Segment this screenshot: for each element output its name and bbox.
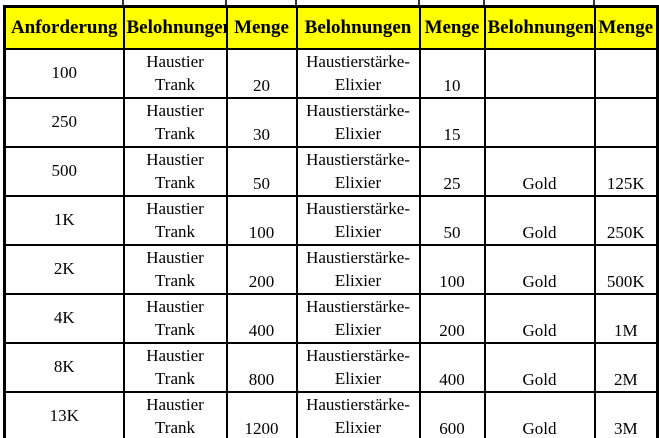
- cell-requirement: 13K: [3, 391, 125, 438]
- cell-reward-3: Gold: [483, 342, 596, 393]
- gridline-tick: [483, 0, 485, 5]
- header-belohnungen-3: Belohnungen: [483, 5, 596, 50]
- cell-reward-1: Haustier Trank: [122, 293, 228, 344]
- cell-amount-2: 25: [418, 146, 486, 197]
- cell-reward-2: Haustierstärke- Elixier: [295, 48, 421, 99]
- cell-reward-2: Haustierstärke- Elixier: [295, 342, 421, 393]
- cell-amount-2: 600: [418, 391, 486, 438]
- cell-reward-1: Haustier Trank: [122, 391, 228, 438]
- cell-reward-2: Haustierstärke- Elixier: [295, 244, 421, 295]
- table-row: 250 Haustier Trank 30 Haustierstärke- El…: [3, 97, 659, 148]
- gridline-tick: [295, 0, 297, 5]
- cell-reward-3: Gold: [483, 195, 596, 246]
- cell-amount-3: 3M: [593, 391, 659, 438]
- cell-amount-3: [593, 48, 659, 99]
- header-menge-2: Menge: [418, 5, 486, 50]
- table-row: 4K Haustier Trank 400 Haustierstärke- El…: [3, 293, 659, 344]
- cell-reward-2: Haustierstärke- Elixier: [295, 146, 421, 197]
- table-row: 1K Haustier Trank 100 Haustierstärke- El…: [3, 195, 659, 246]
- cell-amount-2: 100: [418, 244, 486, 295]
- cell-amount-1: 400: [225, 293, 298, 344]
- cell-amount-1: 30: [225, 97, 298, 148]
- cell-reward-3: [483, 48, 596, 99]
- table-row: 13K Haustier Trank 1200 Haustierstärke- …: [3, 391, 659, 438]
- top-margin-strip: [0, 0, 659, 5]
- gridline-tick: [593, 0, 595, 5]
- cell-reward-1: Haustier Trank: [122, 146, 228, 197]
- cell-reward-1: Haustier Trank: [122, 342, 228, 393]
- cell-amount-2: 15: [418, 97, 486, 148]
- table-row: 2K Haustier Trank 200 Haustierstärke- El…: [3, 244, 659, 295]
- cell-amount-1: 100: [225, 195, 298, 246]
- gridline-tick: [225, 0, 227, 5]
- cell-amount-3: 250K: [593, 195, 659, 246]
- table-body: 100 Haustier Trank 20 Haustierstärke- El…: [3, 48, 659, 438]
- cell-reward-1: Haustier Trank: [122, 244, 228, 295]
- table-row: 500 Haustier Trank 50 Haustierstärke- El…: [3, 146, 659, 197]
- cell-reward-2: Haustierstärke- Elixier: [295, 391, 421, 438]
- cell-amount-1: 800: [225, 342, 298, 393]
- cell-amount-3: 1M: [593, 293, 659, 344]
- cell-requirement: 250: [3, 97, 125, 148]
- cell-amount-3: [593, 97, 659, 148]
- table-row: 100 Haustier Trank 20 Haustierstärke- El…: [3, 48, 659, 99]
- table-header: Anforderung Belohnungen Menge Belohnunge…: [3, 5, 659, 50]
- header-menge-1: Menge: [225, 5, 298, 50]
- header-belohnungen-1: Belohnungen: [122, 5, 228, 50]
- cell-reward-1: Haustier Trank: [122, 48, 228, 99]
- cell-requirement: 100: [3, 48, 125, 99]
- cell-requirement: 1K: [3, 195, 125, 246]
- cell-amount-3: 500K: [593, 244, 659, 295]
- cell-amount-1: 50: [225, 146, 298, 197]
- cell-amount-1: 200: [225, 244, 298, 295]
- cell-reward-2: Haustierstärke- Elixier: [295, 293, 421, 344]
- cell-amount-2: 400: [418, 342, 486, 393]
- header-anforderung: Anforderung: [3, 5, 125, 50]
- cell-amount-2: 200: [418, 293, 486, 344]
- header-menge-3: Menge: [593, 5, 659, 50]
- cell-amount-1: 1200: [225, 391, 298, 438]
- cell-reward-2: Haustierstärke- Elixier: [295, 97, 421, 148]
- cell-reward-2: Haustierstärke- Elixier: [295, 195, 421, 246]
- table-row: 8K Haustier Trank 800 Haustierstärke- El…: [3, 342, 659, 393]
- rewards-table: Anforderung Belohnungen Menge Belohnunge…: [3, 5, 659, 438]
- gridline-tick: [418, 0, 420, 5]
- cell-requirement: 4K: [3, 293, 125, 344]
- cell-requirement: 8K: [3, 342, 125, 393]
- cell-reward-3: Gold: [483, 244, 596, 295]
- cell-amount-3: 125K: [593, 146, 659, 197]
- cell-amount-1: 20: [225, 48, 298, 99]
- gridline-tick: [122, 0, 124, 5]
- cell-reward-3: [483, 97, 596, 148]
- cell-requirement: 2K: [3, 244, 125, 295]
- cell-amount-2: 10: [418, 48, 486, 99]
- cell-requirement: 500: [3, 146, 125, 197]
- cell-reward-1: Haustier Trank: [122, 97, 228, 148]
- cell-reward-1: Haustier Trank: [122, 195, 228, 246]
- cell-reward-3: Gold: [483, 391, 596, 438]
- cell-reward-3: Gold: [483, 146, 596, 197]
- cell-reward-3: Gold: [483, 293, 596, 344]
- header-row: Anforderung Belohnungen Menge Belohnunge…: [3, 5, 659, 50]
- cell-amount-3: 2M: [593, 342, 659, 393]
- cell-amount-2: 50: [418, 195, 486, 246]
- header-belohnungen-2: Belohnungen: [295, 5, 421, 50]
